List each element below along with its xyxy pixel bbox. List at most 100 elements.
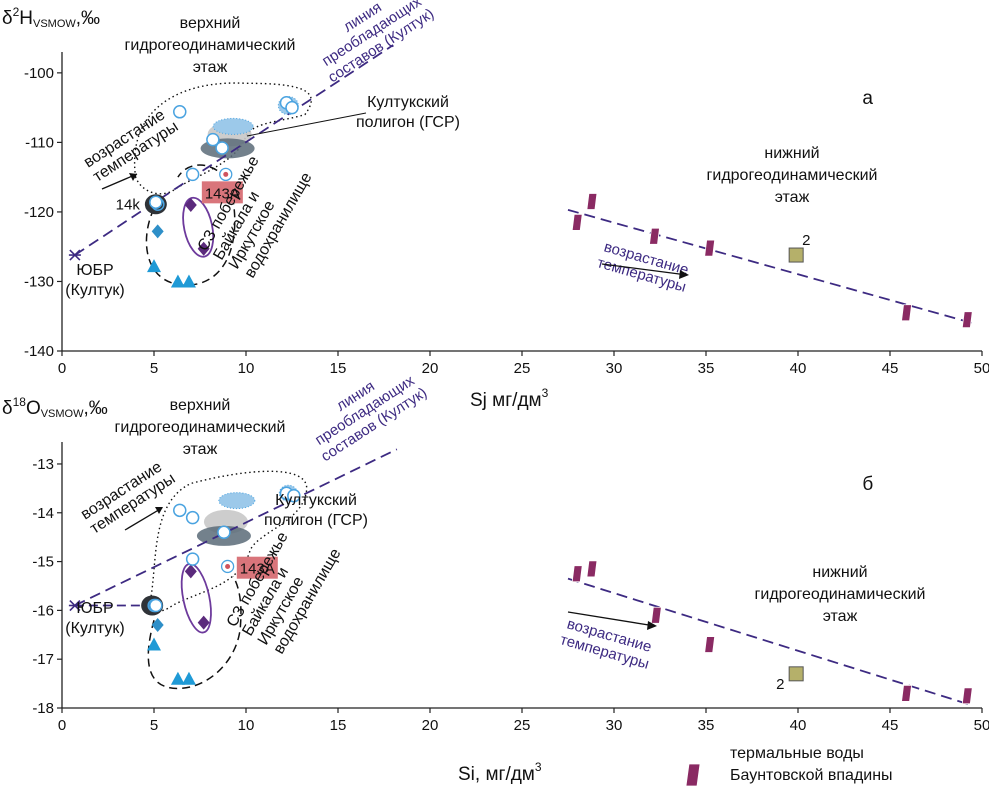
y-title-unit: ,‰	[84, 398, 108, 419]
open-circle-point	[185, 510, 200, 525]
sz-label: СЗ побережьеБайкала иИркутскоеводохранил…	[195, 143, 316, 281]
lower-zone-label: нижний гидрогеодинамический этаж	[707, 145, 878, 206]
lower-zone-label-line: этаж	[775, 189, 810, 206]
diamond-blue-point	[151, 224, 164, 239]
diamond-ellipse	[182, 196, 215, 258]
ubr-point-d2	[69, 249, 81, 261]
legend-marker-icon	[685, 763, 701, 787]
lower-zone-label-line: нижний	[812, 564, 867, 581]
thermal-point	[650, 606, 662, 624]
x-tick-label: 35	[698, 717, 715, 734]
sample-2-point	[788, 247, 804, 263]
trend-line-label: линияпреобладающихсоставов (Култук)	[307, 0, 438, 86]
y-tick-label: -17	[32, 651, 54, 668]
open-circle-point	[215, 141, 229, 155]
upper-zone-contour	[133, 82, 312, 195]
ubr-label: ЮБР (Култук)	[65, 600, 124, 637]
y-title-letter: H	[19, 8, 33, 29]
label-143a: 143A	[240, 561, 275, 578]
thermal-point	[586, 193, 598, 210]
y-tick-label: -100	[24, 65, 54, 82]
thermal-point	[961, 687, 973, 705]
x-tick-label: 15	[330, 717, 347, 734]
x-tick-label: 30	[606, 360, 623, 377]
thermal-point	[901, 304, 913, 322]
y-tick-label: -120	[24, 204, 54, 221]
kultuk-cluster-0	[212, 117, 254, 135]
kultuk-polygon-label-line: полигон (ГСР)	[264, 512, 368, 529]
kultuk-polygon-label-line: Култукский	[367, 94, 449, 111]
open-circle-point	[287, 488, 301, 503]
legend: термальные воды Баунтовской впадины	[730, 743, 893, 787]
thermal-point	[961, 311, 973, 329]
temp-right-label: возрастаниетемпературы	[595, 238, 692, 296]
temp-right-arrow	[567, 611, 656, 627]
y-axis-title: δ2HVSMOW,‰	[2, 5, 100, 30]
x-tick-label: 20	[422, 360, 439, 377]
temp-left-arrow	[124, 507, 163, 531]
upper-zone-label: верхний гидрогеодинамический этаж	[125, 15, 296, 76]
x-tick-label: 45	[882, 717, 899, 734]
label-2: 2	[802, 232, 810, 249]
x-tick-label: 50	[974, 717, 989, 734]
x-tick-label: 15	[330, 360, 347, 377]
open-circle-point	[185, 552, 200, 566]
y-tick-label: -16	[32, 602, 54, 619]
lower-zone-label: нижний гидрогеодинамический этаж	[755, 564, 926, 625]
sample-143a-dot	[223, 171, 229, 177]
y-tick-label: -110	[25, 134, 54, 151]
x-title-sup: 3	[535, 760, 542, 774]
label-143a: 143A	[205, 185, 240, 202]
kultuk-leader-line	[246, 112, 367, 137]
thermal-point	[901, 684, 913, 702]
diamond-point	[197, 241, 210, 256]
open-circle-point	[149, 598, 163, 613]
x-tick-label: 10	[238, 360, 255, 377]
thermal-point	[571, 565, 583, 583]
ubr-label: ЮБР (Култук)	[65, 262, 124, 299]
panel-b: -13-14-15-16-17-180 5 10 15 20 25 30 35 40 45 50δ1…	[2, 356, 989, 785]
sample-2-point	[788, 666, 804, 682]
diamond-blue-point	[151, 618, 164, 633]
y-title-letter: O	[26, 398, 41, 419]
upper-zone-contour	[149, 470, 308, 612]
kultuk-cluster-0	[218, 492, 256, 510]
open-circle-point	[173, 105, 187, 119]
y-axis-title: δ18OVSMOW,‰	[2, 395, 108, 420]
open-circle-point	[285, 100, 299, 115]
y-title-delta: δ	[2, 398, 13, 419]
x-tick-label: 0	[58, 717, 66, 734]
x-axis-title: Si, мг/дм3	[458, 760, 542, 785]
upper-zone-label-line: этаж	[183, 441, 218, 458]
upper-zone-label-line: верхний	[180, 15, 241, 32]
y-title-sub: VSMOW	[41, 408, 84, 420]
legend-line-2: Баунтовской впадины	[730, 767, 893, 784]
x-tick-label: 25	[514, 717, 531, 734]
thermal-point	[704, 239, 716, 257]
temp-right-arrow	[601, 263, 688, 276]
x-title-sup: 3	[542, 386, 549, 400]
y-title-sup: 2	[13, 5, 20, 19]
x-tick-label: 30	[606, 717, 623, 734]
kultuk-polygon-label-line: полигон (ГСР)	[356, 114, 460, 131]
y-tick-label: -140	[24, 343, 54, 360]
ubr-label-line: (Култук)	[65, 620, 124, 637]
diamond-ellipse	[180, 562, 212, 634]
ubr-label-line: ЮБР	[76, 262, 113, 279]
panel-letter: а	[862, 88, 873, 109]
trend-line-label: линияпреобладающихсоставов (Култук)	[300, 356, 431, 466]
upper-zone-label-line: гидрогеодинамический	[115, 419, 286, 436]
triangle-point	[147, 259, 161, 273]
diamond-point	[197, 615, 210, 630]
x-tick-label: 45	[882, 360, 899, 377]
upper-zone-label-line: гидрогеодинамический	[125, 37, 296, 54]
temp-right-arrowhead	[679, 270, 689, 279]
x-tick-label: 40	[790, 360, 807, 377]
lower-zone-contour	[145, 164, 236, 286]
y-tick-label: -13	[32, 456, 54, 473]
lower-zone-label-line: нижний	[764, 145, 819, 162]
triangle-point	[170, 671, 185, 685]
x-tick-label: 10	[238, 717, 255, 734]
y-title-unit: ,‰	[76, 8, 100, 29]
